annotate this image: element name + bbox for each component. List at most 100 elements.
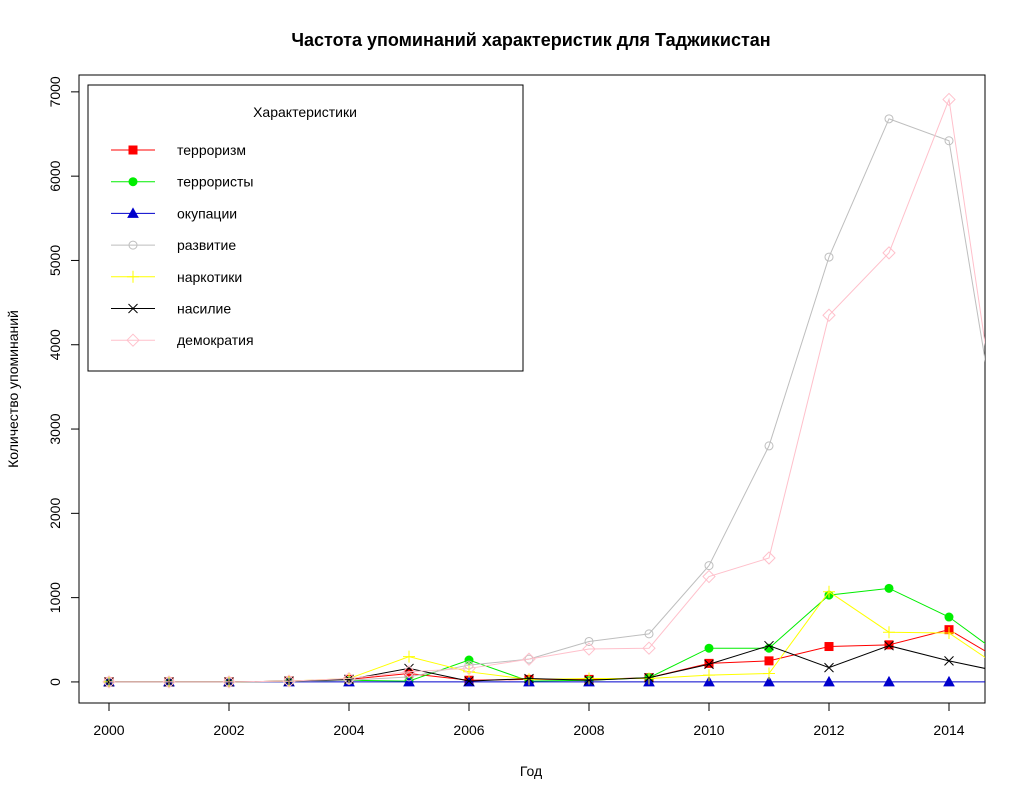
y-tick-label: 4000 xyxy=(47,329,63,360)
data-point xyxy=(824,662,834,673)
legend-item: развитие xyxy=(111,237,236,253)
legend-marker xyxy=(128,145,138,155)
legend-label: демократия xyxy=(177,332,254,348)
data-point xyxy=(584,675,594,686)
data-point xyxy=(704,561,714,571)
data-point xyxy=(344,674,354,685)
series-1 xyxy=(104,583,1013,687)
x-axis: 2000 2002 2004 2006 2008 2010 2012 2014 xyxy=(93,702,965,738)
data-point xyxy=(764,441,774,451)
data-point xyxy=(162,675,176,689)
data-point xyxy=(404,672,414,682)
data-point xyxy=(643,672,655,685)
legend-label: развитие xyxy=(177,237,236,253)
legend-item: террористы xyxy=(111,174,253,190)
legend-marker xyxy=(127,270,139,283)
data-point xyxy=(704,643,714,653)
data-point xyxy=(944,655,954,666)
data-point xyxy=(403,675,415,687)
data-point xyxy=(523,673,535,686)
series-5 xyxy=(104,640,1014,687)
data-point xyxy=(1005,657,1013,665)
data-point xyxy=(882,246,896,260)
data-point xyxy=(522,652,536,666)
series-layer xyxy=(102,92,1015,689)
y-tick-label: 0 xyxy=(47,678,63,686)
data-point xyxy=(282,674,296,688)
data-point xyxy=(644,672,654,683)
data-point xyxy=(1005,661,1013,669)
data-point xyxy=(944,136,954,146)
data-point xyxy=(582,642,596,656)
series-line xyxy=(109,587,985,683)
data-point xyxy=(943,627,955,640)
data-point xyxy=(762,551,776,565)
legend-item: демократия xyxy=(111,332,254,348)
data-point xyxy=(704,659,714,670)
legend-marker xyxy=(127,207,139,218)
data-point xyxy=(1005,669,1014,678)
y-tick-label: 1000 xyxy=(47,582,63,613)
data-point xyxy=(763,667,775,680)
data-point xyxy=(102,675,116,689)
data-point xyxy=(703,669,715,682)
x-tick-label: 2012 xyxy=(813,722,844,738)
data-point xyxy=(884,640,894,650)
legend-marker xyxy=(126,333,140,347)
x-tick-label: 2006 xyxy=(453,722,484,738)
data-point xyxy=(823,585,835,598)
legend-box xyxy=(87,84,524,372)
legend-items: терроризм террористы окупации развитие нарко… xyxy=(111,142,254,348)
data-point xyxy=(222,675,236,689)
data-point xyxy=(944,612,954,622)
x-tick-label: 2010 xyxy=(693,722,724,738)
legend-marker xyxy=(128,303,138,314)
data-point xyxy=(462,661,476,676)
data-point xyxy=(943,675,955,687)
data-point xyxy=(822,308,836,322)
data-point xyxy=(402,665,416,679)
data-point xyxy=(1004,677,1014,686)
y-axis-label: Количество упоминаний xyxy=(5,310,21,468)
y-tick-label: 2000 xyxy=(47,498,63,529)
data-point xyxy=(524,654,534,664)
y-axis: 0 1000 2000 3000 4000 5000 6000 7000 xyxy=(47,76,80,686)
legend: Характеристики терроризм террористы окупац… xyxy=(87,84,524,372)
legend-item: наркотики xyxy=(111,269,242,285)
data-point xyxy=(1005,501,1013,509)
chart-title: Частота упоминаний характеристик для Тад… xyxy=(291,30,770,50)
data-point xyxy=(883,675,895,687)
data-point xyxy=(703,675,715,687)
data-point xyxy=(1003,667,1015,679)
x-tick-label: 2002 xyxy=(213,722,244,738)
series-6 xyxy=(102,92,985,689)
series-line xyxy=(109,97,985,683)
data-point xyxy=(702,569,716,584)
data-point xyxy=(524,673,534,684)
data-point xyxy=(884,114,894,124)
data-point xyxy=(884,640,894,651)
legend-marker xyxy=(128,240,138,250)
data-point xyxy=(464,676,474,686)
y-tick-label: 5000 xyxy=(47,245,63,276)
data-point xyxy=(464,655,474,665)
data-point xyxy=(883,626,895,639)
data-point xyxy=(824,642,834,652)
legend-label: террористы xyxy=(177,174,253,190)
legend-label: окупации xyxy=(177,205,237,221)
data-point xyxy=(342,671,356,686)
data-point xyxy=(584,636,594,646)
data-point xyxy=(644,629,654,639)
x-axis-label: Год xyxy=(520,763,542,779)
legend-label: насилие xyxy=(177,301,231,317)
data-point xyxy=(403,650,415,663)
data-point xyxy=(764,640,774,651)
legend-item: окупации xyxy=(111,205,237,221)
data-point xyxy=(642,641,656,655)
series-line xyxy=(109,645,985,683)
x-tick-label: 2008 xyxy=(573,722,604,738)
y-tick-label: 7000 xyxy=(47,76,63,107)
y-tick-label: 3000 xyxy=(47,413,63,444)
